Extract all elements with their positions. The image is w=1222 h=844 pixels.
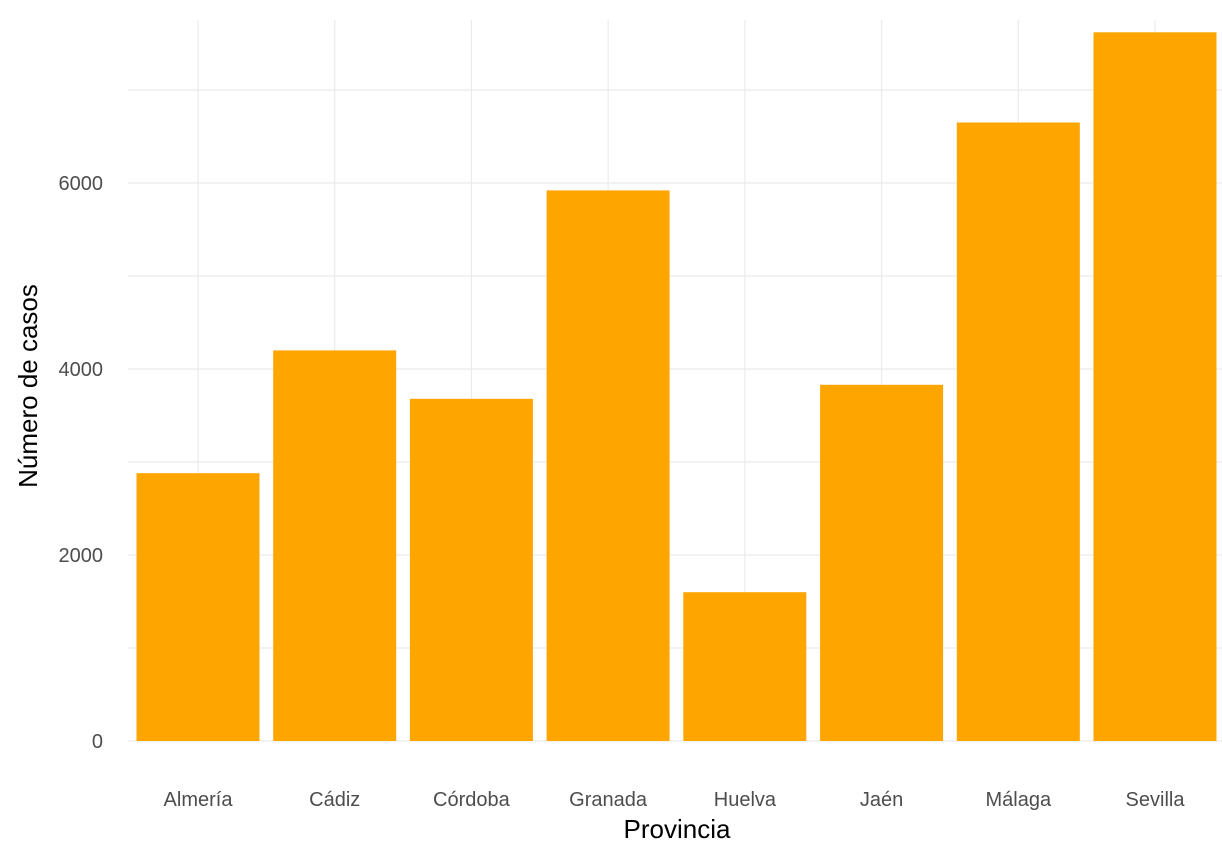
y-axis-title: Número de casos (13, 284, 43, 488)
bar-sevilla (1093, 32, 1217, 742)
y-tick-label: 0 (92, 731, 103, 753)
bar-cádiz (273, 350, 397, 741)
bar-málaga (956, 122, 1080, 741)
bar-jaén (820, 384, 944, 741)
x-tick-label: Sevilla (1126, 789, 1186, 811)
x-tick-label: Córdoba (433, 789, 511, 811)
bars (136, 32, 1217, 742)
y-tick-label: 4000 (59, 359, 104, 381)
x-tick-label: Almería (164, 789, 234, 811)
bar-granada (546, 190, 670, 741)
x-tick-label: Granada (569, 789, 648, 811)
x-tick-label: Málaga (985, 789, 1051, 811)
x-tick-label: Jaén (860, 789, 903, 811)
y-tick-label: 6000 (59, 173, 104, 195)
y-tick-label: 2000 (59, 545, 104, 567)
bar-almería (136, 473, 260, 741)
bar-huelva (683, 592, 807, 741)
y-axis-ticks: 0 2000 4000 6000 (59, 173, 104, 753)
x-tick-label: Huelva (714, 789, 777, 811)
x-axis-ticks: Almería Cádiz Córdoba Granada Huelva Jaén Mála… (164, 789, 1186, 811)
x-axis-title: Provincia (624, 814, 731, 844)
x-tick-label: Cádiz (309, 789, 360, 811)
bar-córdoba (409, 398, 533, 741)
